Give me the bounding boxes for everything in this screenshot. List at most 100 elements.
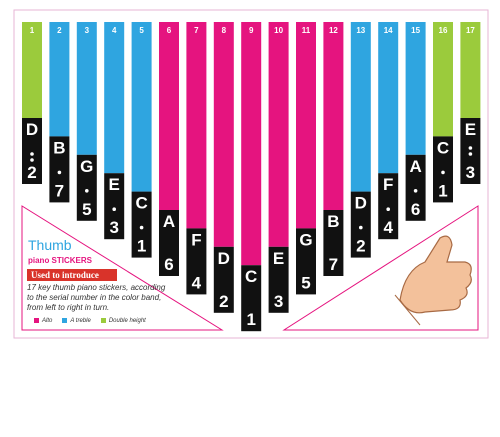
key: 15 A 6	[405, 22, 426, 221]
intro-banner	[27, 269, 117, 281]
key: 3 G 5	[76, 22, 97, 221]
key-color-band	[323, 22, 344, 210]
key-note: D	[218, 249, 230, 268]
key-digit: 6	[411, 200, 420, 219]
key: 16 C 1	[433, 22, 453, 203]
key: 6 A 6	[159, 22, 179, 276]
key-note: C	[245, 267, 257, 286]
octave-dot	[413, 189, 418, 193]
key-number: 9	[249, 26, 254, 35]
key-note: C	[437, 138, 449, 157]
legend-swatch	[62, 318, 68, 323]
intro-text: 17 key thumb piano stickers, according t…	[27, 283, 166, 312]
key-number: 7	[194, 26, 199, 35]
legend-label: Alto	[42, 318, 53, 325]
legend-swatch	[34, 318, 39, 323]
key-note: B	[327, 212, 339, 231]
key-color-band	[433, 22, 453, 137]
key-digit: 4	[192, 273, 202, 292]
key-number: 1	[30, 26, 35, 35]
key: 7 F 4	[186, 22, 207, 295]
key-black-band	[104, 173, 125, 240]
key: 4 E 3	[104, 22, 125, 240]
key-black-band	[49, 136, 70, 203]
key-black-band	[186, 228, 207, 295]
octave-dot	[139, 225, 144, 230]
key-color-band	[405, 22, 426, 155]
octave-dot	[57, 170, 62, 175]
key-digit: 5	[301, 273, 310, 292]
left-triangle	[21, 205, 224, 331]
key-color-band	[350, 22, 371, 192]
key: 11 G 5	[296, 22, 316, 295]
octave-dot	[30, 152, 34, 156]
key-number: 13	[356, 26, 365, 35]
key: 17 E 3	[460, 22, 481, 184]
key-number: 12	[329, 26, 338, 35]
key-digit: 1	[246, 310, 255, 329]
key-color-band	[268, 22, 289, 247]
key-black-band	[405, 154, 426, 221]
key-digit: 4	[383, 218, 393, 237]
key-number: 17	[466, 26, 475, 35]
brand-title: Thumb	[28, 237, 72, 253]
key-digit: 1	[438, 181, 447, 200]
key-digit: 3	[274, 292, 283, 311]
octave-dot	[386, 207, 391, 211]
key-number: 3	[85, 26, 90, 35]
key-digit: 2	[356, 237, 365, 256]
key-color-band	[186, 22, 207, 229]
key-black-band	[159, 210, 179, 276]
octave-dot	[359, 225, 363, 230]
key-note: E	[109, 175, 120, 194]
key-black-band	[433, 136, 453, 203]
key-number: 8	[222, 26, 227, 35]
legend-label: A treble	[70, 318, 91, 325]
key-note: D	[355, 194, 367, 213]
key-number: 10	[274, 26, 283, 35]
key-black-band	[213, 246, 234, 313]
key-black-band	[323, 210, 344, 276]
key-number: 6	[167, 26, 172, 35]
key-number: 11	[302, 26, 311, 35]
key-digit: 5	[82, 200, 91, 219]
key-note: F	[191, 230, 201, 249]
legend-item: Double height	[100, 318, 146, 325]
key: 5 C 1	[131, 22, 152, 258]
key-black-band	[131, 191, 152, 258]
legend: Alto A treble Double height	[34, 318, 146, 324]
key-note: C	[135, 194, 147, 213]
key-black-band	[76, 154, 97, 221]
key-color-band	[460, 22, 481, 118]
key-note: D	[26, 120, 38, 139]
key-note: A	[163, 212, 175, 231]
key-digit: 3	[109, 218, 118, 237]
thumbs-up-icon	[394, 235, 472, 326]
key-color-band	[296, 22, 316, 229]
key: 13 D 2	[350, 22, 371, 258]
key-color-band	[213, 22, 234, 247]
key-note: E	[465, 120, 476, 139]
key: 8 D 2	[213, 22, 234, 313]
octave-dot	[468, 146, 473, 150]
key: 9 C 1	[241, 22, 262, 332]
legend-item: A treble	[62, 318, 91, 325]
key-digit: 7	[329, 255, 338, 274]
key-color-band	[378, 22, 399, 174]
key-note: G	[299, 230, 312, 249]
key-note: B	[53, 138, 65, 157]
key-number: 14	[384, 26, 393, 35]
key-note: E	[273, 249, 284, 268]
key: 12 B 7	[323, 22, 344, 276]
key-black-band	[378, 173, 399, 240]
intro-heading: Used to introduce	[31, 270, 99, 280]
key-black-band	[350, 191, 371, 258]
key-number: 15	[411, 26, 420, 35]
key-black-band	[22, 118, 42, 184]
key: 14 F 4	[378, 22, 399, 240]
key-color-band	[241, 22, 262, 266]
key-color-band	[104, 22, 125, 174]
legend-label: Double height	[108, 318, 146, 325]
key-color-band	[22, 22, 42, 118]
